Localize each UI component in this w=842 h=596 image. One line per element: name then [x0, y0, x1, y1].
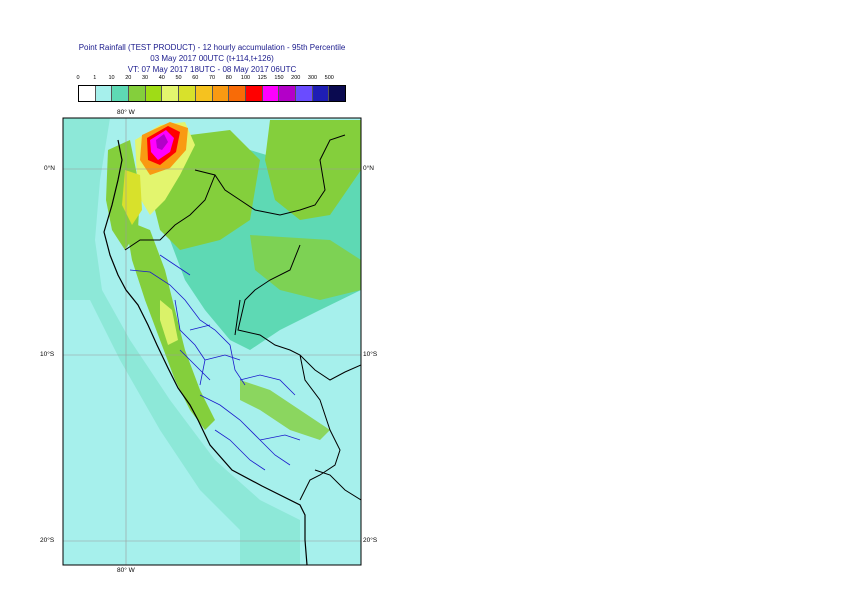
admin-boundaries: [129, 254, 301, 471]
legend-swatch: [179, 86, 196, 101]
legend-tick-label: 70: [208, 75, 216, 81]
legend-swatch: [162, 86, 180, 101]
yellow-south-cell: [160, 300, 178, 345]
base-time: 03 May 2017 00UTC (t+114,t+126): [150, 54, 274, 63]
legend-tick-label: 40: [158, 75, 165, 81]
lat-label-20s-left: 20°S: [40, 537, 55, 544]
purple-cell: [156, 134, 168, 150]
valid-time: VT: 07 May 2017 18UTC - 08 May 2017 06UT…: [127, 65, 297, 74]
legend-swatch: [279, 86, 296, 101]
legend-swatch: [129, 86, 146, 101]
legend-tick-label: 30: [141, 75, 149, 81]
east-green: [265, 120, 361, 220]
legend-swatch: [262, 86, 280, 101]
legend-swatch: [329, 86, 345, 101]
legend-tick-label: 1: [93, 75, 97, 81]
legend-tick-label: 0: [76, 75, 80, 81]
legend-swatch: [79, 86, 96, 101]
map-frame: [62, 117, 362, 566]
offshore-water: [63, 300, 240, 565]
color-legend: [78, 85, 346, 102]
lat-label-10s-left: 10°S: [40, 351, 55, 358]
lat-label-0n-left: 0°N: [44, 165, 55, 172]
legend-swatch: [245, 86, 263, 101]
legend-swatch: [95, 86, 113, 101]
country-borders: [124, 134, 361, 501]
chart-title: Point Rainfall (TEST PRODUCT) - 12 hourl…: [78, 43, 346, 52]
legend-tick-label: 20: [125, 75, 132, 81]
lat-label-20s-right: 20°S: [363, 537, 378, 544]
andes-south-green: [240, 380, 330, 440]
legend-swatch: [295, 86, 313, 101]
lat-label-10s-right: 10°S: [363, 351, 378, 358]
legend-tick-label: 150: [274, 75, 284, 81]
mid-green: [250, 235, 361, 300]
legend-ticks: 0 1 10 20 30 40 50 60 70 80 100 125 150 200 300 500: [76, 75, 346, 84]
lon-label-top: 80° W: [117, 109, 135, 116]
legend-tick-label: 10: [108, 75, 115, 81]
legend-swatch: [145, 86, 163, 101]
lime-cell: [122, 170, 142, 225]
legend-tick-label: 50: [175, 75, 182, 81]
coastline: [103, 139, 308, 565]
legend-tick-label: 80: [225, 75, 232, 81]
lat-label-0n-right: 0°N: [363, 165, 374, 172]
legend-tick-label: 300: [307, 75, 318, 81]
legend-swatch: [312, 86, 330, 101]
legend-swatch: [112, 86, 130, 101]
legend-tick-label: 200: [291, 75, 301, 81]
legend-swatch: [195, 86, 213, 101]
legend-swatch: [212, 86, 230, 101]
legend-tick-label: 60: [192, 75, 199, 81]
legend-tick-label: 100: [240, 75, 251, 81]
legend-tick-label: 500: [324, 75, 334, 81]
legend-tick-label: 125: [257, 75, 267, 81]
lon-label-bottom: 80° W: [117, 567, 135, 574]
legend-swatch: [229, 86, 246, 101]
